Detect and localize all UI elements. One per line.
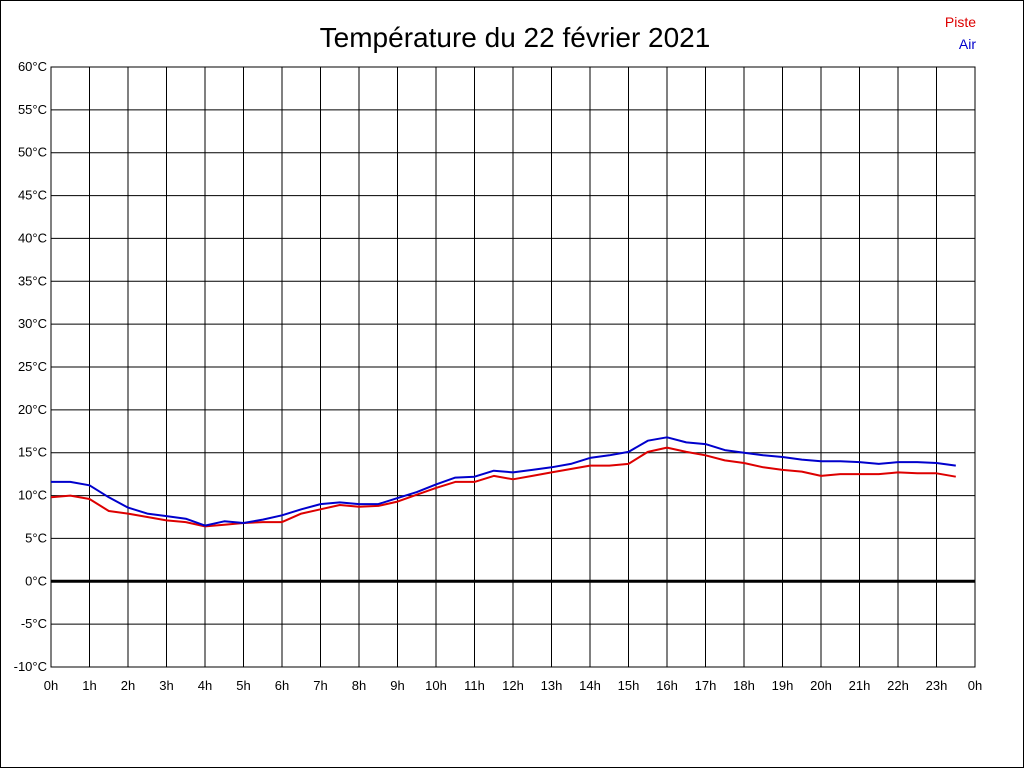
x-tick-label: 21h [849, 678, 871, 693]
series-line-piste [50, 446, 956, 528]
x-tick-label: 4h [198, 678, 212, 693]
x-tick-label: 15h [618, 678, 640, 693]
series-line-air [51, 436, 956, 527]
grid [50, 66, 976, 668]
y-tick-label: 55°C [18, 102, 47, 117]
x-tick-label: 23h [926, 678, 948, 693]
x-tick-label: 5h [236, 678, 250, 693]
x-tick-label: 12h [502, 678, 524, 693]
y-axis-tick-labels: 60°C 55°C 50°C 45°C 40°C 35°C 30°C 25°C 20°C 15°C… [14, 59, 47, 674]
x-tick-label: 22h [887, 678, 909, 693]
x-tick-label: 6h [275, 678, 289, 693]
y-tick-label: 30°C [18, 316, 47, 331]
y-tick-label: 10°C [18, 488, 47, 503]
x-tick-label: 0h [968, 678, 982, 693]
y-tick-label: 60°C [18, 59, 47, 74]
y-tick-label: 35°C [18, 273, 47, 288]
legend: Piste Air [945, 14, 976, 52]
x-tick-label: 0h [44, 678, 58, 693]
x-tick-label: 17h [695, 678, 717, 693]
x-tick-label: 19h [772, 678, 794, 693]
x-tick-label: 2h [121, 678, 135, 693]
chart-title: Température du 22 février 2021 [320, 22, 711, 53]
x-tick-label: 16h [656, 678, 678, 693]
x-tick-label: 8h [352, 678, 366, 693]
x-tick-label: 18h [733, 678, 755, 693]
x-tick-label: 11h [464, 678, 485, 693]
x-tick-label: 1h [82, 678, 96, 693]
y-tick-label: 25°C [18, 359, 47, 374]
y-tick-label: 5°C [25, 530, 47, 545]
x-tick-label: 3h [159, 678, 173, 693]
x-tick-label: 7h [313, 678, 327, 693]
y-tick-label: 45°C [18, 188, 47, 203]
y-tick-label: 0°C [25, 573, 47, 588]
y-tick-label: 40°C [18, 230, 47, 245]
y-tick-label: 50°C [18, 145, 47, 160]
legend-entry-piste: Piste [945, 14, 976, 30]
x-axis-tick-labels: 0h 1h 2h 3h 4h 5h 6h 7h 8h 9h 10h 11h 12h 13h 14h 15h 16… [44, 678, 982, 693]
x-tick-label: 13h [541, 678, 563, 693]
series-lines [50, 436, 956, 528]
y-tick-label: -10°C [14, 659, 47, 674]
y-tick-label: 15°C [18, 445, 47, 460]
legend-entry-air: Air [959, 36, 976, 52]
x-tick-label: 14h [579, 678, 601, 693]
y-tick-label: 20°C [18, 402, 47, 417]
y-tick-label: -5°C [21, 616, 47, 631]
x-tick-label: 20h [810, 678, 832, 693]
x-tick-label: 10h [425, 678, 447, 693]
x-tick-label: 9h [390, 678, 404, 693]
